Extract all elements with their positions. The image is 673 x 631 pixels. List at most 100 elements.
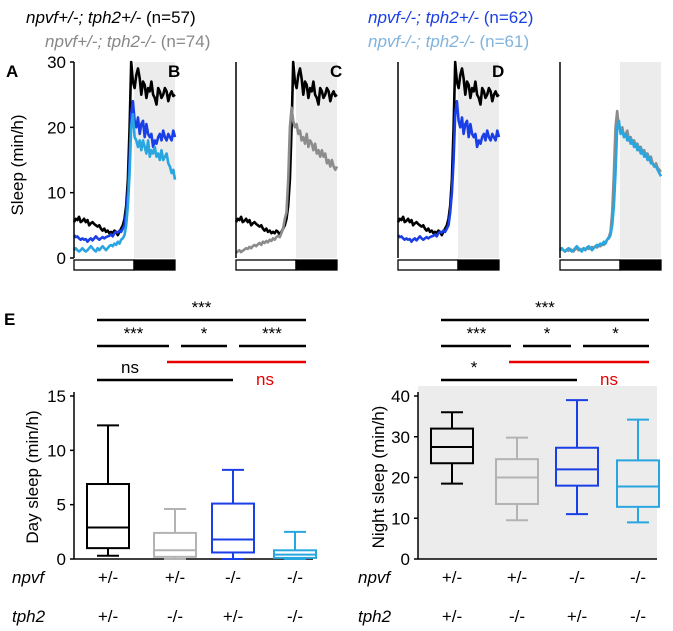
box-3: [555, 399, 599, 516]
significance-label: ***: [124, 324, 144, 343]
npvf-genotype: +/-: [507, 568, 527, 587]
box: [211, 502, 255, 554]
sleep-trace: [73, 99, 177, 243]
legend-genotype: npvf-/-; tph2+/-: [368, 8, 479, 27]
panel-letter: B: [168, 62, 180, 81]
significance-label: *: [612, 324, 619, 343]
light-period-bar: [235, 259, 297, 271]
row-label-tph2: tph2: [12, 607, 46, 626]
tph2-genotype: +/-: [98, 607, 118, 626]
legend-n: (n=62): [479, 8, 533, 27]
panel-letter: D: [492, 62, 504, 81]
npvf-genotype: +/-: [98, 568, 118, 587]
dark-period-bar: [619, 259, 662, 271]
legend-n: (n=57): [141, 8, 195, 27]
row-label-npvf: npvf: [12, 568, 46, 587]
significance-label: *: [544, 324, 551, 343]
dark-period-bar: [133, 259, 176, 271]
npvf-genotype: -/-: [630, 568, 646, 587]
npvf-genotype: -/-: [569, 568, 585, 587]
legend: npvf+/-; tph2+/- (n=57) npvf-/-; tph2+/- …: [26, 8, 533, 51]
day-sleep-plot: 0 5 10 15 Day sleep (min/h) +/- +/- +/- -/- -/- +/…: [12, 298, 317, 626]
tph2-genotype: +/-: [442, 607, 462, 626]
y-tick-label: 10: [391, 509, 410, 528]
npvf-genotype: +/-: [165, 568, 185, 587]
significance-label: ***: [192, 298, 212, 317]
y-tick-label: 15: [47, 387, 66, 406]
box: [86, 483, 130, 550]
npvf-genotype: -/-: [225, 568, 241, 587]
y-axis-label: Sleep (min/h): [8, 114, 27, 215]
sleep-trace: [234, 60, 338, 237]
row-label-tph2: tph2: [358, 607, 392, 626]
box-4: [616, 418, 660, 524]
legend-genotype: npvf+/-; tph2-/-: [45, 32, 156, 51]
legend-genotype: npvf-/-; tph2-/-: [368, 32, 475, 51]
tph2-genotype: -/-: [287, 607, 303, 626]
box: [495, 458, 539, 505]
panel-b: B: [168, 60, 339, 271]
sleep-trace: [73, 113, 177, 253]
panel-d: D: [492, 62, 663, 271]
legend-item: npvf+/-; tph2-/- (n=74): [45, 32, 210, 51]
panel-letter-e: E: [4, 310, 15, 329]
y-tick-label: 30: [47, 53, 66, 72]
y-tick-label: 10: [47, 441, 66, 460]
significance-label: ***: [262, 324, 282, 343]
panel-letter: C: [330, 62, 342, 81]
light-period-bar: [397, 259, 459, 271]
box-4: [273, 530, 317, 560]
legend-item: npvf-/-; tph2-/- (n=61): [368, 32, 529, 51]
sleep-trace: [235, 106, 339, 254]
dark-period-bar: [295, 259, 338, 271]
legend-item: npvf+/-; tph2+/- (n=57): [26, 8, 196, 27]
night-shading: [620, 62, 661, 258]
significance-label: ***: [535, 298, 555, 317]
y-tick-label: 20: [391, 469, 410, 488]
light-period-bar: [559, 259, 621, 271]
y-axis-label: Night sleep (min/h): [369, 406, 388, 549]
significance-label: ns: [256, 370, 274, 389]
tph2-genotype: -/-: [509, 607, 525, 626]
significance-label: *: [201, 324, 208, 343]
panel-letter: A: [6, 62, 18, 81]
significance-label: ns: [121, 358, 139, 377]
sleep-trace: [559, 119, 663, 253]
y-tick-label: 0: [401, 550, 410, 569]
tph2-genotype: +/-: [567, 607, 587, 626]
legend-item: npvf-/-; tph2+/- (n=62): [368, 8, 533, 27]
y-tick-label: 5: [57, 496, 66, 515]
box-1: [430, 411, 474, 485]
box-panels: 0 5 10 15 Day sleep (min/h) +/- +/- +/- -/- -/- +/…: [12, 298, 660, 626]
box: [616, 459, 660, 508]
significance-label: ***: [467, 324, 487, 343]
y-tick-label: 30: [391, 428, 410, 447]
sleep-trace: [397, 99, 501, 243]
line-panels: A 0 10 20 30 Sleep (min/h) B C D: [6, 53, 663, 271]
row-label-npvf: npvf: [358, 568, 392, 587]
tph2-genotype: -/-: [630, 607, 646, 626]
legend-n: (n=61): [475, 32, 529, 51]
box: [555, 446, 599, 487]
box: [153, 531, 197, 558]
box-1: [86, 424, 130, 557]
npvf-genotype: +/-: [442, 568, 462, 587]
y-tick-label: 20: [47, 118, 66, 137]
npvf-genotype: -/-: [287, 568, 303, 587]
legend-n: (n=74): [156, 32, 210, 51]
box: [430, 427, 474, 465]
significance-label: *: [471, 358, 478, 377]
significance-label: ns: [600, 370, 618, 389]
y-tick-label: 10: [47, 184, 66, 203]
y-tick-label: 40: [391, 387, 410, 406]
box-3: [211, 468, 255, 560]
y-tick-label: 0: [57, 550, 66, 569]
dark-period-bar: [457, 259, 500, 271]
legend-genotype: npvf+/-; tph2+/-: [26, 8, 142, 27]
panel-a: A 0 10 20 30 Sleep (min/h): [6, 53, 177, 271]
panel-c: C: [330, 60, 501, 271]
box-2: [495, 436, 539, 522]
tph2-genotype: +/-: [223, 607, 243, 626]
